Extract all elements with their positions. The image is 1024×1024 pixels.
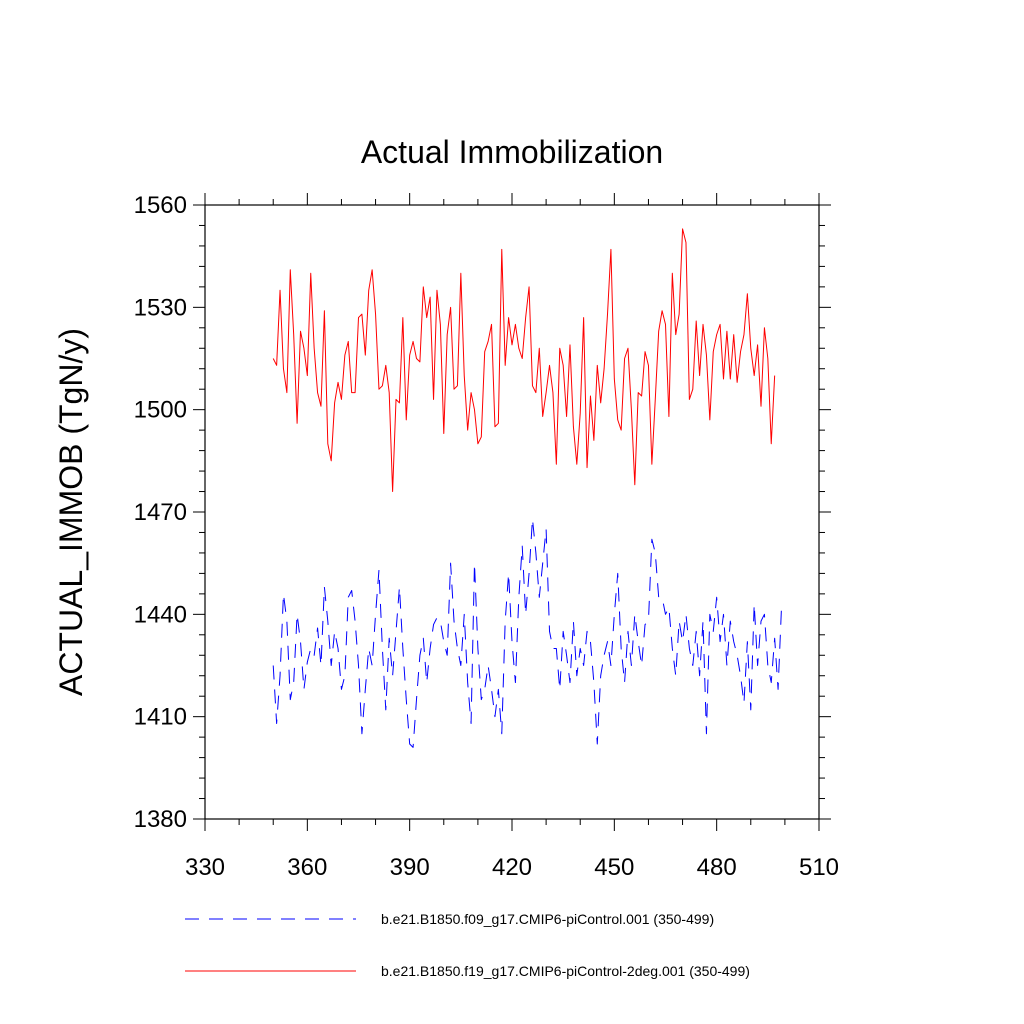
y-tick-label: 1380	[134, 806, 187, 833]
series-line-2	[272, 228, 776, 493]
x-tick-label: 330	[185, 854, 225, 881]
plot-axes: 1380 1410 1440 1470 1500 1530 1560 330 360 390 420…	[134, 192, 839, 881]
chart-title: Actual Immobilization	[361, 134, 663, 170]
x-tick-label: 390	[390, 854, 430, 881]
y-tick-label: 1500	[134, 397, 187, 424]
x-tick-label: 450	[594, 854, 634, 881]
x-tick-label: 480	[697, 854, 737, 881]
legend-label-1: b.e21.B1850.f09_g17.CMIP6-piControl.001 …	[381, 911, 714, 927]
series-layer	[272, 228, 782, 748]
plot-frame	[204, 204, 820, 820]
legend-label-2: b.e21.B1850.f19_g17.CMIP6-piControl-2deg…	[381, 963, 750, 979]
y-tick-label: 1410	[134, 704, 187, 731]
y-tick-label: 1470	[134, 499, 187, 526]
x-tick-label: 510	[799, 854, 839, 881]
y-tick-label: 1560	[134, 192, 187, 219]
series-line-1	[272, 518, 782, 748]
y-tick-label: 1440	[134, 601, 187, 628]
x-tick-label: 360	[287, 854, 327, 881]
y-axis-label: ACTUAL_IMMOB (TgN/y)	[53, 328, 89, 696]
y-tick-label: 1530	[134, 294, 187, 321]
legend: b.e21.B1850.f09_g17.CMIP6-piControl.001 …	[185, 911, 750, 979]
x-tick-label: 420	[492, 854, 532, 881]
